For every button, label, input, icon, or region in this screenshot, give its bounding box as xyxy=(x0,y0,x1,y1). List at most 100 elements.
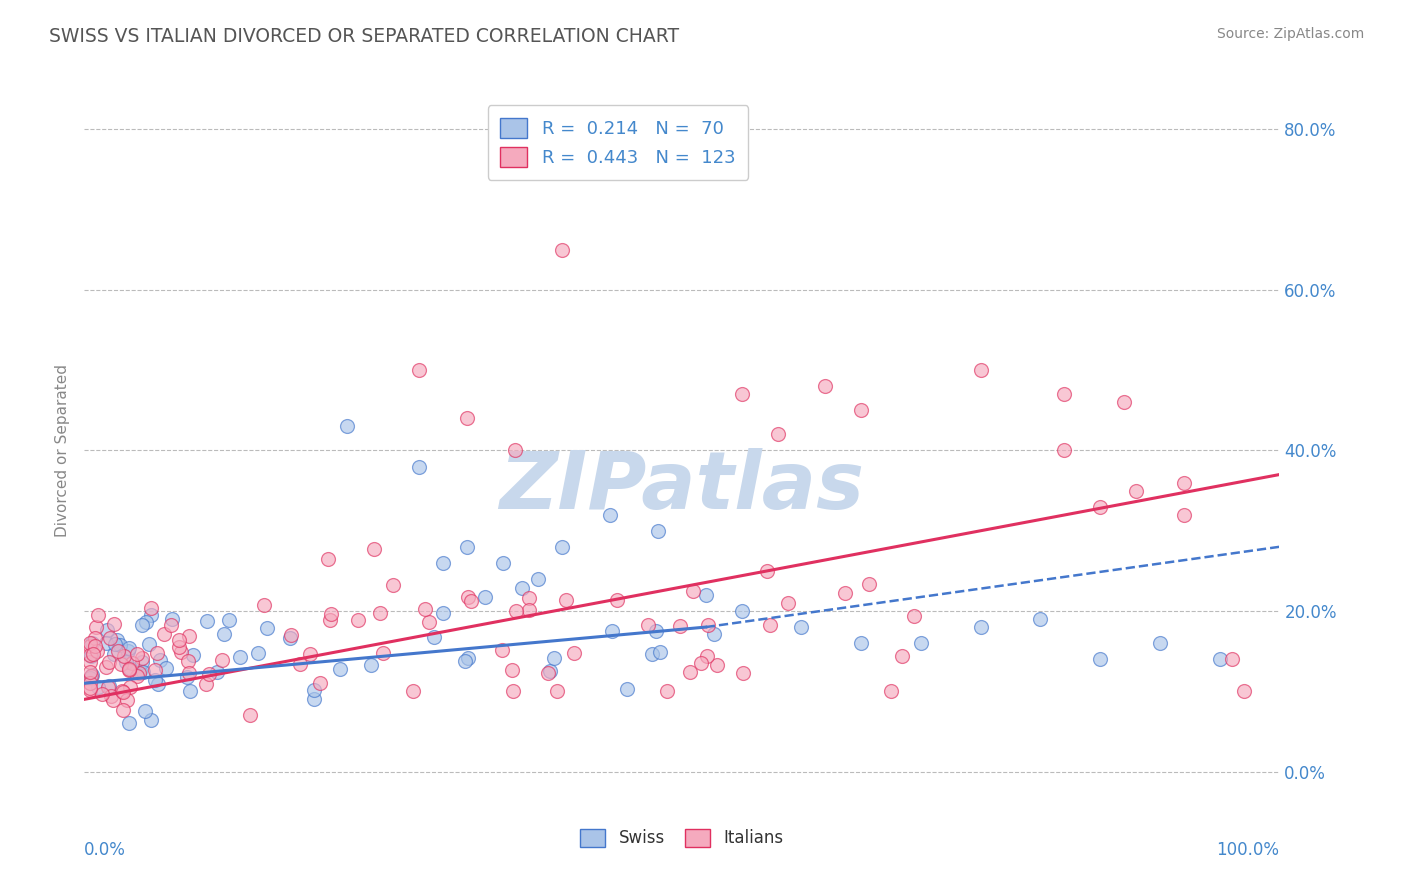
Point xyxy=(401,684,423,698)
Point xyxy=(134,705,156,719)
Point xyxy=(381,577,404,591)
Point xyxy=(460,594,482,608)
Point xyxy=(562,646,585,660)
Point xyxy=(970,620,993,634)
Point xyxy=(321,607,343,622)
Point xyxy=(218,614,240,628)
Y-axis label: Divorced or Separated: Divorced or Separated xyxy=(55,364,70,537)
Point xyxy=(302,683,325,698)
Point xyxy=(79,669,101,683)
Point xyxy=(160,612,183,626)
Point xyxy=(179,684,201,698)
Point xyxy=(138,637,160,651)
Point xyxy=(302,692,325,706)
Point xyxy=(79,648,101,663)
Point xyxy=(121,656,143,670)
Point xyxy=(79,671,101,685)
Point xyxy=(112,648,135,663)
Point xyxy=(370,606,392,620)
Point xyxy=(1233,684,1256,698)
Point xyxy=(1173,508,1195,522)
Point xyxy=(690,656,713,670)
Point xyxy=(139,714,162,728)
Point xyxy=(329,662,352,676)
Point xyxy=(546,684,568,698)
Point xyxy=(1053,443,1076,458)
Point xyxy=(98,631,121,645)
Point xyxy=(758,617,780,632)
Point xyxy=(177,665,200,680)
Point xyxy=(111,685,134,699)
Point xyxy=(214,627,236,641)
Point xyxy=(316,552,339,566)
Point xyxy=(970,363,993,377)
Point xyxy=(198,666,221,681)
Point xyxy=(115,655,138,669)
Point xyxy=(706,657,728,672)
Text: 0.0%: 0.0% xyxy=(84,840,127,859)
Point xyxy=(1029,612,1052,626)
Point xyxy=(111,684,134,698)
Point xyxy=(766,427,789,442)
Point xyxy=(695,588,717,602)
Point xyxy=(83,639,105,653)
Text: 100.0%: 100.0% xyxy=(1216,840,1279,859)
Point xyxy=(834,586,856,600)
Point xyxy=(1053,387,1076,401)
Point xyxy=(101,693,124,707)
Point xyxy=(814,379,837,393)
Point xyxy=(373,646,395,660)
Point xyxy=(648,645,671,659)
Point xyxy=(80,667,103,681)
Point xyxy=(100,689,122,703)
Point xyxy=(347,613,370,627)
Point xyxy=(880,684,903,698)
Point xyxy=(112,702,135,716)
Point xyxy=(80,648,103,663)
Text: Source: ZipAtlas.com: Source: ZipAtlas.com xyxy=(1216,27,1364,41)
Point xyxy=(537,665,560,680)
Point xyxy=(118,662,141,676)
Point xyxy=(79,675,101,690)
Point xyxy=(551,243,574,257)
Point xyxy=(360,658,382,673)
Point xyxy=(600,624,623,639)
Point xyxy=(696,648,718,663)
Point xyxy=(131,655,153,669)
Point xyxy=(517,602,540,616)
Point xyxy=(703,626,725,640)
Point xyxy=(86,620,108,634)
Point xyxy=(118,680,141,694)
Point xyxy=(103,616,125,631)
Point xyxy=(79,681,101,695)
Point xyxy=(148,677,170,691)
Point xyxy=(167,632,190,647)
Point xyxy=(87,680,110,694)
Point xyxy=(637,618,659,632)
Point xyxy=(211,653,233,667)
Point xyxy=(288,657,311,671)
Point xyxy=(141,601,163,615)
Point xyxy=(457,591,479,605)
Point xyxy=(527,572,550,586)
Point xyxy=(146,646,169,660)
Point xyxy=(697,618,720,632)
Point xyxy=(432,606,454,620)
Point xyxy=(851,403,873,417)
Point xyxy=(669,619,692,633)
Point xyxy=(79,655,101,669)
Point xyxy=(155,661,177,675)
Point xyxy=(599,508,621,522)
Point xyxy=(554,593,576,607)
Point xyxy=(120,660,142,674)
Point xyxy=(298,647,321,661)
Point xyxy=(132,665,155,680)
Text: SWISS VS ITALIAN DIVORCED OR SEPARATED CORRELATION CHART: SWISS VS ITALIAN DIVORCED OR SEPARATED C… xyxy=(49,27,679,45)
Point xyxy=(179,630,201,644)
Point xyxy=(756,564,779,578)
Point xyxy=(647,524,669,538)
Point xyxy=(733,665,755,680)
Point xyxy=(82,647,104,661)
Point xyxy=(149,653,172,667)
Point xyxy=(551,540,574,554)
